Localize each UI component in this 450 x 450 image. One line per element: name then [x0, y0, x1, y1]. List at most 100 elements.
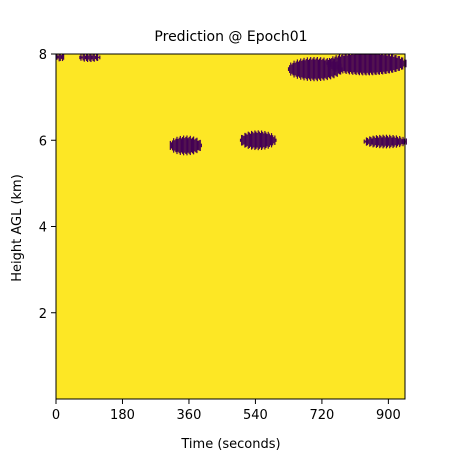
heatmap-cell: [369, 136, 371, 147]
heatmap-cell: [374, 54, 376, 75]
heatmap-cell: [403, 60, 405, 67]
heatmap-cell: [333, 58, 335, 69]
heatmap-cell: [61, 54, 64, 62]
heatmap-cell: [328, 59, 331, 79]
y-axis-label: Height AGL (km): [10, 174, 25, 282]
cloud-region: [79, 54, 101, 63]
heatmap-cell: [348, 54, 351, 75]
heatmap-cell: [353, 54, 355, 73]
heatmap-cell: [386, 55, 388, 72]
heatmap-cell: [92, 54, 94, 62]
heatmap-cell: [318, 58, 321, 80]
heatmap-cell: [399, 58, 402, 69]
heatmap-cell: [393, 136, 395, 147]
heatmap-cell: [191, 137, 194, 154]
heatmap-cell: [317, 59, 320, 79]
heatmap-cell: [365, 137, 368, 146]
heatmap-cell: [377, 54, 379, 75]
heatmap-cell: [324, 60, 326, 78]
heatmap-cell: [80, 54, 82, 61]
heatmap-cell: [335, 55, 337, 72]
heatmap-cell: [371, 138, 373, 145]
heatmap-cell: [397, 138, 400, 145]
heatmap-cell: [395, 135, 397, 148]
heatmap-cell: [85, 54, 88, 61]
heatmap-cell: [241, 134, 243, 146]
heatmap-cell: [256, 132, 258, 148]
heatmap-cell: [354, 54, 356, 75]
heatmap-cell: [304, 60, 306, 78]
heatmap-cell: [287, 67, 290, 71]
heatmap-cell: [270, 133, 273, 148]
heatmap-cell: [275, 138, 277, 142]
x-axis-ticks: 0 180 360 540 720 900: [52, 399, 401, 423]
heatmap-cell: [328, 57, 331, 70]
heatmap-cell: [373, 54, 375, 73]
heatmap-cell: [198, 140, 200, 151]
heatmap-cell: [180, 138, 183, 153]
heatmap-cell: [326, 58, 328, 81]
heatmap-cell: [311, 59, 313, 79]
heatmap-cell: [81, 56, 83, 59]
heatmap-cell: [289, 65, 291, 74]
heatmap-cell: [392, 54, 394, 73]
heatmap-cell: [390, 136, 392, 148]
heatmap-cell: [263, 133, 265, 148]
heatmap-cell: [265, 132, 267, 148]
y-tick-label: 2: [39, 307, 47, 322]
x-tick-label: 180: [110, 408, 135, 423]
heatmap-cell: [389, 134, 391, 149]
heatmap-cell: [239, 138, 242, 142]
heatmap-cell: [99, 55, 101, 60]
heatmap-cell: [345, 54, 347, 74]
x-axis-label: Time (seconds): [180, 437, 280, 450]
heatmap-cell: [372, 54, 374, 76]
heatmap-cell: [376, 54, 378, 73]
heatmap-cell: [338, 54, 341, 73]
y-tick-label: 4: [39, 221, 47, 236]
heatmap-cell: [351, 54, 353, 74]
heatmap-cell: [340, 56, 342, 71]
heatmap-cell: [272, 135, 274, 146]
heatmap-cell: [248, 132, 250, 149]
heatmap-cell: [347, 54, 349, 74]
heatmap-background: [56, 54, 405, 399]
heatmap-cell: [357, 54, 359, 75]
heatmap-cell: [331, 61, 333, 77]
heatmap-cell: [396, 136, 399, 147]
heatmap-cell: [59, 54, 61, 61]
heatmap-cell: [384, 54, 386, 74]
heatmap-cell: [326, 62, 328, 65]
heatmap-cell: [245, 133, 247, 148]
heatmap-cell: [189, 135, 191, 156]
heatmap-cell: [380, 54, 383, 74]
heatmap-cell: [297, 61, 300, 77]
heatmap-cell: [89, 54, 91, 62]
heatmap-cell: [293, 60, 295, 78]
heatmap-cell: [382, 54, 384, 75]
heatmap-cell: [374, 137, 376, 146]
heatmap-cell: [341, 54, 343, 73]
heatmap-cell: [252, 131, 254, 149]
heatmap-cell: [310, 57, 312, 82]
heatmap-cell: [355, 54, 357, 76]
heatmap-cell: [175, 138, 177, 153]
heatmap-cell: [246, 134, 248, 146]
heatmap-cell: [403, 138, 405, 145]
heatmap-cell: [176, 136, 178, 155]
heatmap-cell: [368, 54, 371, 76]
heatmap-cell: [400, 137, 402, 146]
heatmap-cell: [378, 137, 380, 146]
heatmap-cell: [375, 54, 377, 76]
cloud-region: [239, 130, 277, 151]
heatmap-cell: [96, 54, 99, 62]
heatmap-cell: [388, 54, 390, 74]
heatmap-cell: [387, 54, 389, 74]
heatmap-cell: [57, 55, 59, 59]
heatmap-cell: [195, 138, 197, 153]
heatmap-cell: [260, 130, 263, 151]
heatmap-cell: [366, 137, 369, 146]
heatmap-cell: [392, 135, 394, 149]
heatmap-cell: [370, 137, 372, 147]
heatmap-cell: [258, 131, 260, 149]
